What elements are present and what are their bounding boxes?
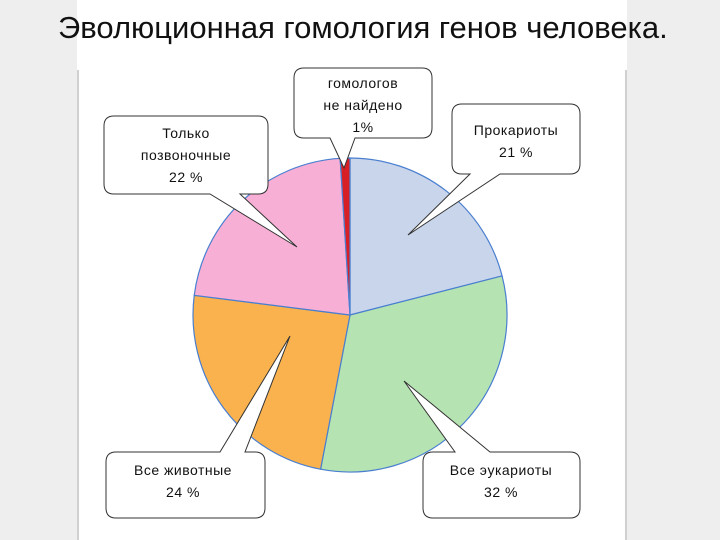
callout-eukaryotes-label: Все эукариоты <box>450 462 552 478</box>
callout-not-found-line2: не найдено <box>323 97 402 113</box>
callout-not-found-value: 1% <box>352 119 373 135</box>
callout-animals: Все животные 24 % <box>105 335 291 519</box>
callout-not-found-line1: гомологов <box>328 75 398 91</box>
callout-eukaryotes-value: 32 % <box>484 484 518 500</box>
callout-not-found: гомологов не найдено 1% <box>293 67 433 170</box>
callout-vertebrates-bubble <box>103 115 298 248</box>
callout-vertebrates-line1: Только <box>162 125 209 141</box>
pie-slices <box>192 157 508 473</box>
callout-prokaryotes-value: 21 % <box>499 144 533 160</box>
callout-eukaryotes: Все эукариоты 32 % <box>403 380 581 519</box>
callout-animals-label: Все животные <box>134 462 232 478</box>
callout-vertebrates: Только позвоночные 22 % <box>103 115 298 248</box>
callout-vertebrates-line2: позвоночные <box>141 147 231 163</box>
left-background <box>0 0 77 540</box>
pie-slice-1 <box>319 275 508 473</box>
callout-prokaryotes: Прокариоты 21 % <box>407 103 581 236</box>
callout-prokaryotes-bubble <box>407 103 581 236</box>
callout-not-found-bubble <box>293 67 433 170</box>
right-background <box>627 0 720 540</box>
callout-animals-bubble <box>105 335 291 519</box>
slide-title: Эволюционная гомология генов человека. <box>58 10 668 45</box>
pie-slice-0 <box>349 157 503 316</box>
callout-prokaryotes-label: Прокариоты <box>474 122 558 138</box>
callout-vertebrates-value: 22 % <box>169 169 203 185</box>
callout-animals-value: 24 % <box>166 484 200 500</box>
callout-eukaryotes-bubble <box>403 380 581 519</box>
